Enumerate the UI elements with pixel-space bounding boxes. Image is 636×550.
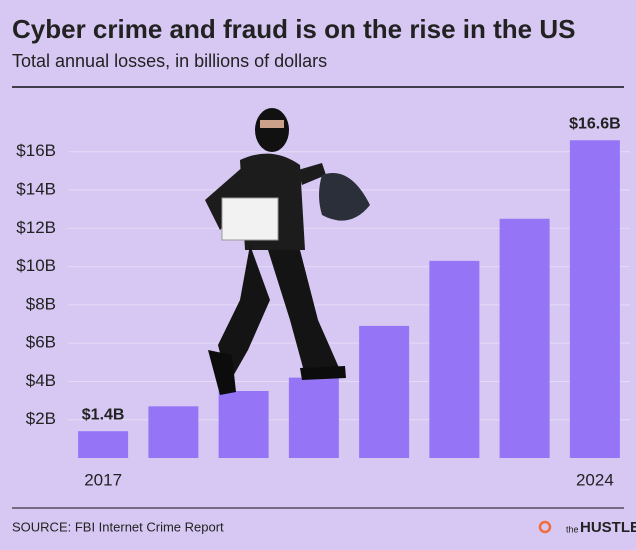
- y-tick-label: $8B: [26, 294, 56, 313]
- y-tick-label: $4B: [26, 371, 56, 390]
- chart-title: Cyber crime and fraud is on the rise in …: [12, 14, 575, 44]
- bar: [569, 140, 620, 458]
- bar: [499, 218, 550, 458]
- x-tick-label: 2017: [84, 470, 122, 489]
- plot-area: $2B $4B $6B $8B $10B $12B $14B $16B 2017 $1.4B 202…: [16, 115, 630, 489]
- bar: [148, 406, 199, 458]
- brand-logo: the HUSTLE: [538, 519, 636, 536]
- y-tick-label: $16B: [16, 141, 56, 160]
- y-tick-label: $10B: [16, 256, 56, 275]
- bar: [78, 431, 129, 458]
- brand-name: HUSTLE: [580, 519, 636, 536]
- bar: [359, 325, 410, 458]
- value-label: $1.4B: [82, 406, 125, 423]
- bar: [288, 377, 339, 458]
- y-tick-label: $6B: [26, 333, 56, 352]
- y-tick-label: $12B: [16, 218, 56, 237]
- brand-prefix: the: [566, 524, 579, 534]
- chart-subtitle: Total annual losses, in billions of doll…: [12, 51, 327, 71]
- source-note: SOURCE: FBI Internet Crime Report: [12, 519, 224, 534]
- value-label: $16.6B: [569, 115, 621, 132]
- x-tick-label: 2024: [576, 470, 614, 489]
- bar: [218, 391, 269, 458]
- bar: [429, 260, 480, 458]
- y-tick-label: $14B: [16, 180, 56, 199]
- logo-icon: [538, 520, 552, 534]
- thief-illustration: [205, 108, 370, 395]
- y-tick-label: $2B: [26, 409, 56, 428]
